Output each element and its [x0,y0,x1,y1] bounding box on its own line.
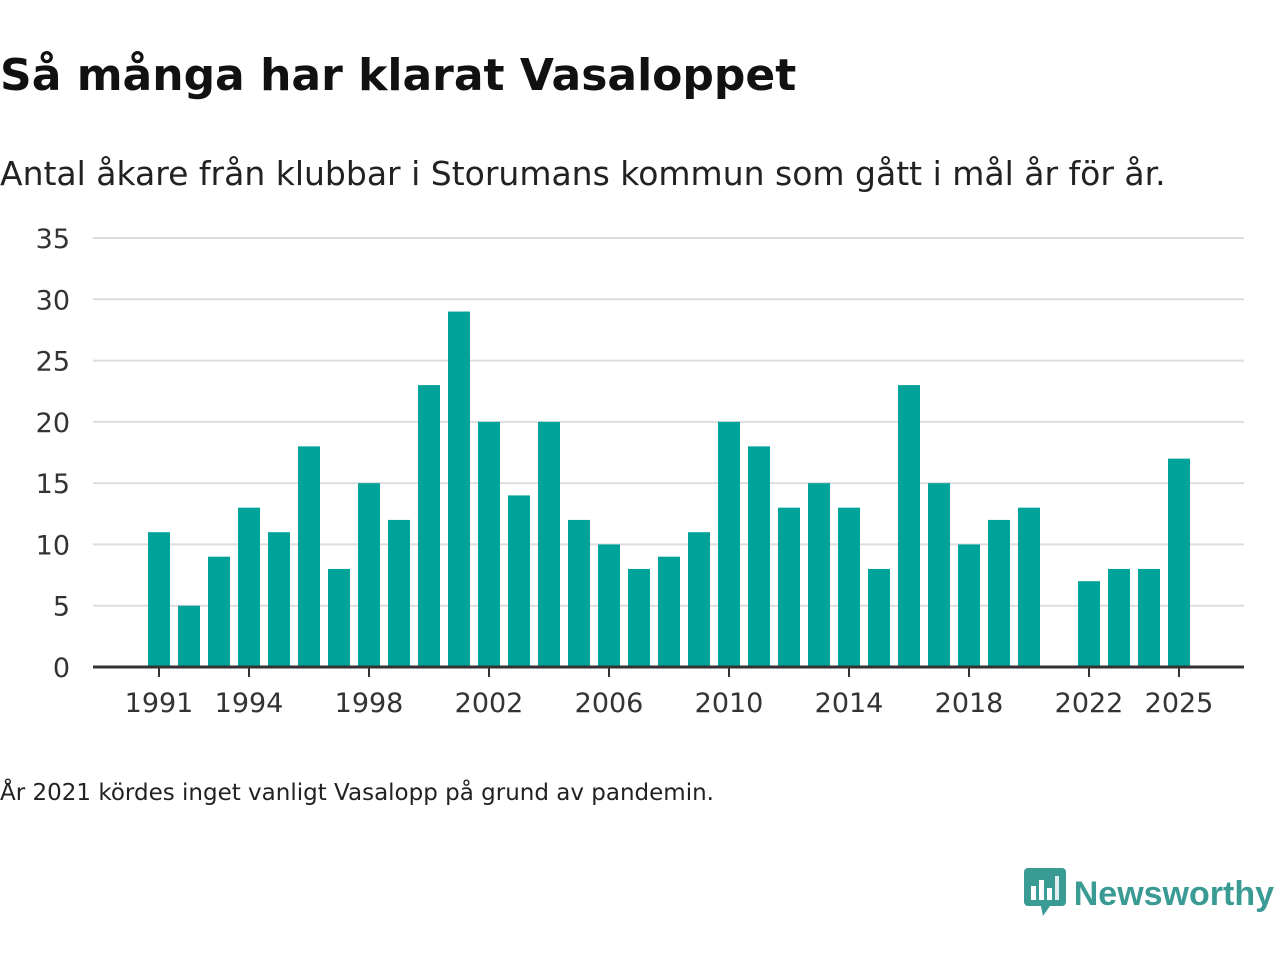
bar-2016 [898,385,920,667]
bar-2005 [568,519,590,667]
footnote: År 2021 kördes inget vanligt Vasalopp på… [0,780,714,806]
y-tick-label-20: 20 [36,408,70,439]
x-tick-label-2006: 2006 [575,688,644,719]
y-tick-label-35: 35 [36,224,70,255]
bar-1993 [208,556,230,667]
bar-2009 [688,532,710,667]
bar-1998 [358,483,380,667]
bar-2023 [1108,568,1130,667]
bar-2017 [928,483,950,667]
y-tick-label-0: 0 [53,653,70,684]
bar-2008 [658,556,680,667]
bar-1997 [328,568,350,667]
x-tick-label-2025: 2025 [1145,688,1214,719]
x-tick-label-2010: 2010 [695,688,764,719]
bar-1991 [148,532,170,667]
bar-1994 [238,507,260,667]
bar-2025 [1168,458,1190,667]
y-tick-label-25: 25 [36,347,70,378]
bar-2013 [808,483,830,667]
y-tick-label-10: 10 [36,530,70,561]
y-tick-label-30: 30 [36,285,70,316]
x-tick-label-1994: 1994 [215,688,284,719]
newsworthy-logo-icon [1023,868,1066,916]
x-tick-label-2018: 2018 [935,688,1004,719]
bar-2000 [418,385,440,667]
y-tick-label-5: 5 [53,592,70,623]
bar-2018 [958,544,980,667]
chart-title: Så många har klarat Vasaloppet [0,50,797,101]
x-tick-label-1991: 1991 [125,688,194,719]
brand-name: Newsworthy [1073,875,1274,913]
bar-2024 [1138,568,1160,667]
bar-2002 [478,421,500,667]
bar-2012 [778,507,800,667]
x-tick-label-2014: 2014 [815,688,884,719]
x-tick-label-1998: 1998 [335,688,404,719]
bar-2010 [718,421,740,667]
bar-1992 [178,605,200,667]
bar-2020 [1018,507,1040,667]
x-tick-label-2002: 2002 [455,688,524,719]
bar-2003 [508,495,530,667]
bar-2015 [868,568,890,667]
bar-1995 [268,532,290,667]
bar-2019 [988,519,1010,667]
bar-1999 [388,519,410,667]
bar-2007 [628,568,650,667]
bar-2011 [748,446,770,667]
bar-2004 [538,421,560,667]
x-tick-label-2022: 2022 [1055,688,1124,719]
bar-2001 [448,311,470,667]
bar-1996 [298,446,320,667]
bar-2006 [598,544,620,667]
y-tick-label-15: 15 [36,469,70,500]
bar-2014 [838,507,860,667]
bar-2022 [1078,581,1100,667]
brand: Newsworthy [1023,868,1274,920]
chart-subtitle: Antal åkare från klubbar i Storumans kom… [0,154,1166,193]
